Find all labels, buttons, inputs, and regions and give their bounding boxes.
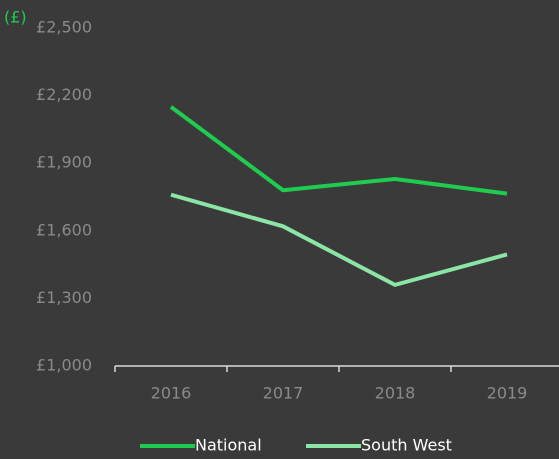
x-tick-label: 2016 [151, 384, 192, 403]
y-tick-label: £1,900 [36, 153, 92, 172]
y-tick-label: £2,200 [36, 85, 92, 104]
y-axis-label: (£) [4, 8, 27, 27]
y-tick-label: £1,300 [36, 288, 92, 307]
y-tick-label: £1,600 [36, 220, 92, 239]
x-tick-label: 2018 [375, 384, 416, 403]
legend-label: South West [361, 436, 452, 455]
y-tick-label: £2,500 [36, 18, 92, 37]
series-line [169, 105, 508, 196]
x-tick-label: 2017 [263, 384, 304, 403]
x-tick-label: 2019 [487, 384, 528, 403]
series-line [170, 192, 508, 287]
legend-label: National [195, 436, 262, 455]
y-tick-label: £1,000 [36, 356, 92, 375]
